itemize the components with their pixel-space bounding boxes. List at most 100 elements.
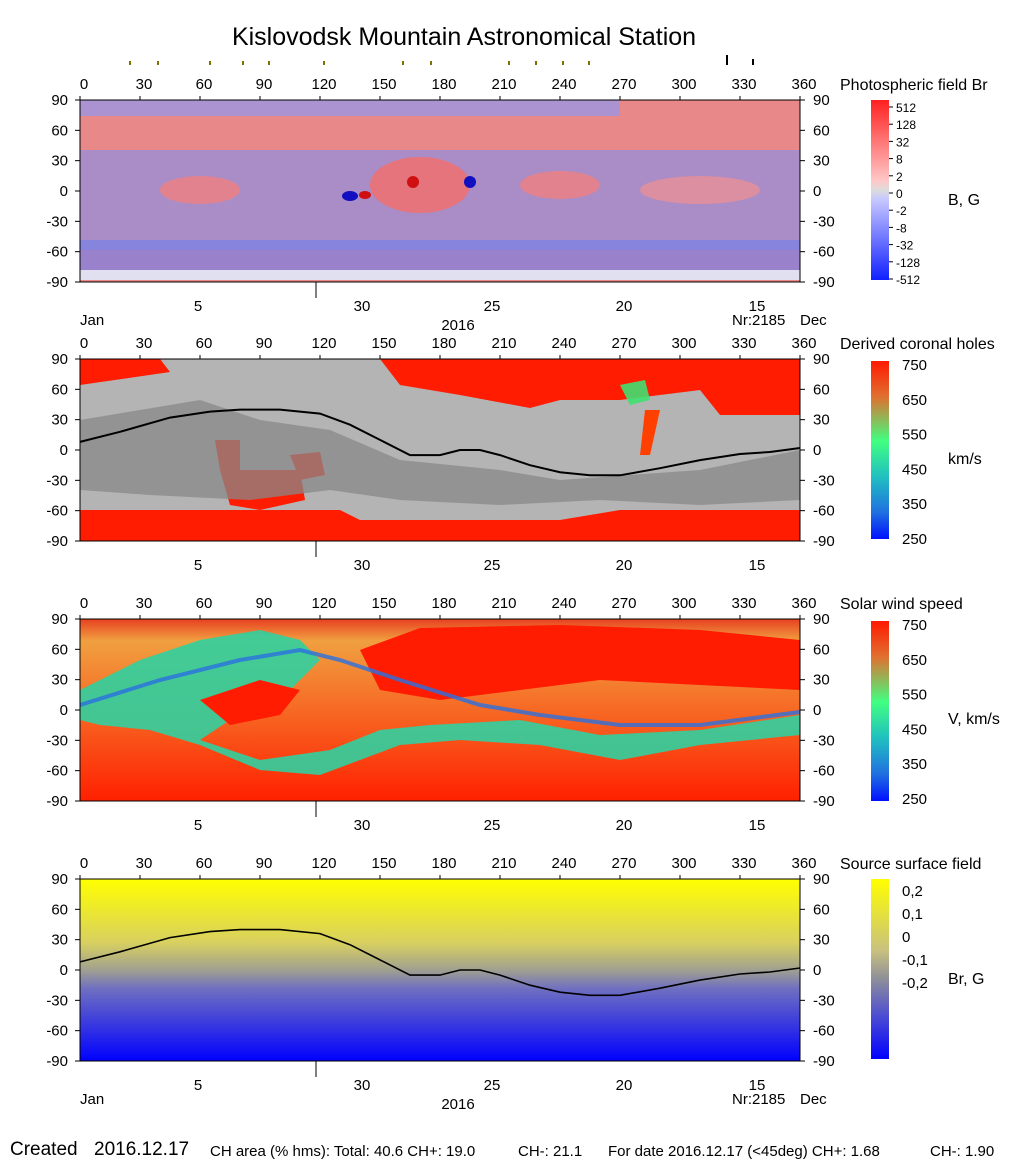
date-tick-label: 25 xyxy=(484,817,501,834)
longitude-tick-label: 60 xyxy=(196,76,213,93)
longitude-tick-label: 90 xyxy=(256,855,273,872)
latitude-tick-label-right: -90 xyxy=(813,793,835,810)
longitude-tick-label: 210 xyxy=(491,335,516,352)
date-tick-label: 20 xyxy=(616,1077,633,1094)
latitude-tick-label-left: -30 xyxy=(46,213,68,230)
colorbar-tick-label: 250 xyxy=(902,791,927,808)
latitude-tick-label-left: 0 xyxy=(60,702,68,719)
ch-area-stat: CH area (% hms): Total: 40.6 CH+: 19.0 xyxy=(210,1143,476,1160)
created-date: 2016.12.17 xyxy=(94,1139,190,1160)
latitude-tick-label-left: -90 xyxy=(46,274,68,291)
longitude-tick-label: 30 xyxy=(136,855,153,872)
longitude-tick-label: 120 xyxy=(311,855,336,872)
longitude-tick-label: 270 xyxy=(611,855,636,872)
colorbar-tick-label: 550 xyxy=(902,687,927,704)
colorbar-tick-label: -0,1 xyxy=(902,952,928,969)
rotation-label: Nr:2185 xyxy=(732,312,785,329)
latitude-tick-label-right: 30 xyxy=(813,412,830,429)
colorbar-tick-label: 650 xyxy=(902,652,927,669)
date-tick-label: 30 xyxy=(354,298,371,315)
ch-minus-date-stat: CH-: 1.90 xyxy=(930,1143,995,1160)
latitude-tick-label-right: -60 xyxy=(813,1023,835,1040)
latitude-tick-label-left: 0 xyxy=(60,962,68,979)
date-tick-label: 5 xyxy=(194,1077,202,1094)
date-tick-label: 20 xyxy=(616,817,633,834)
colorbar-tick-label: 0,2 xyxy=(902,883,923,900)
longitude-tick-label: 150 xyxy=(371,595,396,612)
colorbar-tick-label: 650 xyxy=(902,392,927,409)
colorbar-tick-label: -8 xyxy=(896,221,907,235)
longitude-tick-label: 210 xyxy=(491,595,516,612)
colorbar-tick-label: 32 xyxy=(896,135,910,149)
colorbar-label: V, km/s xyxy=(948,711,1000,728)
latitude-tick-label-left: 30 xyxy=(51,153,68,170)
date-tick-label: 30 xyxy=(354,817,371,834)
longitude-tick-label: 300 xyxy=(671,335,696,352)
latitude-tick-label-right: -30 xyxy=(813,732,835,749)
colorbar-tick-label: 0 xyxy=(896,187,903,201)
latitude-tick-label-left: 60 xyxy=(51,901,68,918)
longitude-tick-label: 300 xyxy=(671,855,696,872)
colorbar-label: Br, G xyxy=(948,971,984,988)
latitude-tick-label-right: 30 xyxy=(813,672,830,689)
date-tick-label: 20 xyxy=(616,557,633,574)
colorbar-tick-label: -2 xyxy=(896,204,907,218)
photospheric-colorbar xyxy=(871,100,889,280)
latitude-tick-label-right: -60 xyxy=(813,503,835,520)
date-tick-label: 15 xyxy=(749,817,766,834)
page-title: Kislovodsk Mountain Astronomical Station xyxy=(232,23,696,51)
latitude-tick-label-right: -30 xyxy=(813,213,835,230)
chart-stage: Kislovodsk Mountain Astronomical Station xyxy=(46,23,1000,1113)
colorbar-tick-label: 0,1 xyxy=(902,906,923,923)
source-surface-map xyxy=(80,879,800,1061)
panel-source-surface xyxy=(79,878,889,1062)
latitude-tick-label-right: 60 xyxy=(813,901,830,918)
longitude-tick-label: 150 xyxy=(371,335,396,352)
longitude-tick-label: 120 xyxy=(311,76,336,93)
latitude-tick-label-left: 90 xyxy=(51,92,68,109)
longitude-tick-label: 360 xyxy=(791,595,816,612)
latitude-tick-label-left: 30 xyxy=(51,412,68,429)
longitude-tick-label: 0 xyxy=(80,335,88,352)
coronal-holes-neutral-line xyxy=(79,408,801,477)
latitude-tick-label-left: -30 xyxy=(46,732,68,749)
longitude-tick-label: 0 xyxy=(80,855,88,872)
longitude-tick-label: 180 xyxy=(431,595,456,612)
colorbar-tick-label: 250 xyxy=(902,531,927,548)
longitude-tick-label: 60 xyxy=(196,595,213,612)
latitude-tick-label-left: -90 xyxy=(46,793,68,810)
latitude-tick-label-left: 60 xyxy=(51,122,68,139)
latitude-tick-label-left: 90 xyxy=(51,611,68,628)
longitude-tick-label: 180 xyxy=(431,335,456,352)
latitude-tick-label-left: -60 xyxy=(46,244,68,261)
latitude-tick-label-right: 30 xyxy=(813,153,830,170)
longitude-tick-label: 30 xyxy=(136,76,153,93)
colorbar-tick-label: 0 xyxy=(902,929,910,946)
latitude-tick-label-right: 0 xyxy=(813,442,821,459)
latitude-tick-label-left: -30 xyxy=(46,472,68,489)
longitude-tick-label: 210 xyxy=(491,76,516,93)
colorbar-tick-label: 8 xyxy=(896,153,903,167)
longitude-tick-label: 0 xyxy=(80,595,88,612)
colorbar-label: km/s xyxy=(948,451,982,468)
date-tick-label: 5 xyxy=(194,298,202,315)
latitude-tick-label-left: -90 xyxy=(46,533,68,550)
colorbar-tick-label: 450 xyxy=(902,721,927,738)
colorbar-tick-label: 512 xyxy=(896,101,916,115)
colorbar-tick-label: 2 xyxy=(896,170,903,184)
colorbar-tick-label: 350 xyxy=(902,756,927,773)
longitude-tick-label: 120 xyxy=(311,595,336,612)
month-end-label: Dec xyxy=(800,312,827,329)
latitude-tick-label-left: 30 xyxy=(51,932,68,949)
longitude-tick-label: 90 xyxy=(256,595,273,612)
latitude-tick-label-left: -60 xyxy=(46,763,68,780)
longitude-tick-label: 30 xyxy=(136,595,153,612)
longitude-tick-label: 150 xyxy=(371,76,396,93)
source-surface-neutral-line xyxy=(79,928,801,997)
date-tick-label: 15 xyxy=(749,1077,766,1094)
panel-title: Photospheric field Br xyxy=(840,77,988,94)
latitude-tick-label-left: 90 xyxy=(51,871,68,888)
longitude-tick-label: 330 xyxy=(731,76,756,93)
latitude-tick-label-left: 60 xyxy=(51,381,68,398)
longitude-tick-label: 150 xyxy=(371,855,396,872)
